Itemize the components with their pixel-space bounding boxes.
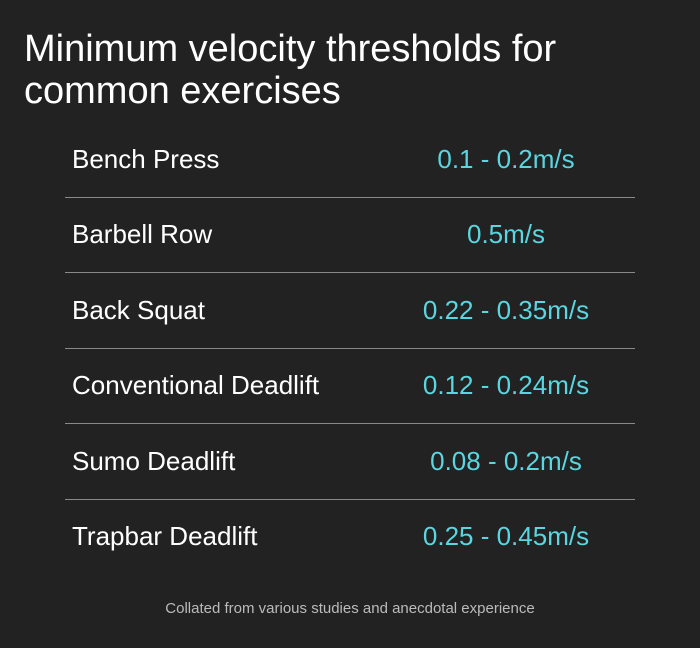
table-row: Sumo Deadlift 0.08 - 0.2m/s <box>65 424 635 500</box>
exercise: Bench Press <box>72 143 220 174</box>
table: Bench Press 0.1 - 0.2m/s Barbell Row 0.5m/s… <box>65 122 635 574</box>
table-row: Barbell Row 0.5m/s <box>65 198 635 273</box>
exercise: Back Squat <box>72 294 205 325</box>
velocity: 0.5m/s <box>466 219 546 250</box>
table-row: Bench Press 0.1 - 0.2m/s <box>65 122 635 198</box>
exercise: Trapbar Deadlift <box>72 521 258 552</box>
velocity: 0.12 - 0.24m/s <box>422 370 590 401</box>
table-row: Conventional Deadlift 0.12 - 0.24m/s <box>65 349 635 424</box>
footnote: Collated from various studies and anecdo… <box>165 600 535 617</box>
title: Minimum velocity thresholds for common e… <box>24 28 557 112</box>
velocity: 0.22 - 0.35m/s <box>422 294 590 325</box>
exercise: Barbell Row <box>72 219 213 250</box>
table-row: Trapbar Deadlift 0.25 - 0.45m/s <box>65 500 635 575</box>
exercise: Conventional Deadlift <box>72 370 320 401</box>
velocity: 0.08 - 0.2m/s <box>430 445 582 476</box>
velocity: 0.25 - 0.45m/s <box>422 521 590 552</box>
exercise: Sumo Deadlift <box>72 445 236 476</box>
velocity: 0.1 - 0.2m/s <box>437 143 575 174</box>
table-row: Back Squat 0.22 - 0.35m/s <box>65 273 635 349</box>
